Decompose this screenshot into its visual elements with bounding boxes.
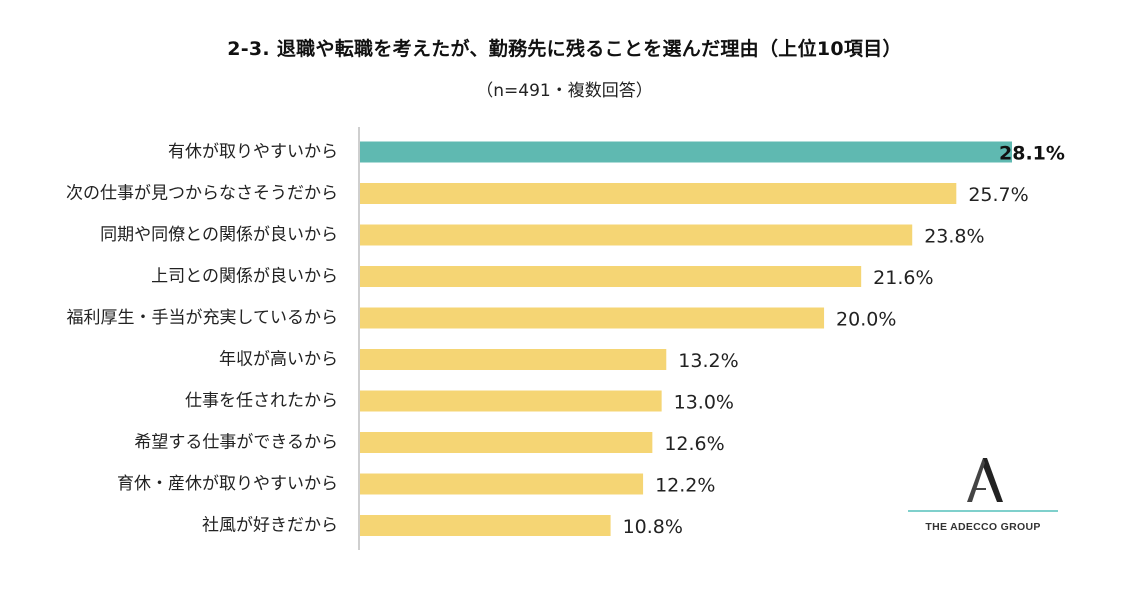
company-logo: THE ADECCO GROUP: [908, 458, 1058, 538]
category-label: 希望する仕事ができるから: [134, 433, 338, 453]
category-label: 上司との関係が良いから: [151, 267, 338, 287]
category-label: 有休が取りやすいから: [168, 142, 338, 162]
category-label: 社風が好きだから: [202, 516, 338, 536]
logo-divider: [908, 510, 1058, 512]
category-label: 育休・産休が取りやすいから: [117, 474, 338, 494]
bar: [360, 515, 611, 536]
value-label: 21.6%: [873, 267, 933, 289]
category-label: 年収が高いから: [219, 350, 338, 370]
bar: [360, 390, 662, 412]
value-label: 20.0%: [836, 309, 896, 331]
bar: [360, 141, 1012, 163]
value-label: 23.8%: [924, 226, 984, 248]
bar: [360, 349, 667, 370]
bar: [360, 183, 957, 204]
value-label: 10.8%: [623, 516, 683, 538]
adecco-a-icon: [967, 458, 1003, 502]
bar: [360, 432, 653, 453]
value-label: 25.7%: [968, 184, 1028, 206]
bar: [360, 224, 913, 246]
value-label: 12.2%: [655, 475, 715, 497]
value-label: 12.6%: [664, 433, 724, 455]
value-label: 13.2%: [678, 350, 738, 372]
bar: [360, 307, 825, 329]
value-label: 13.0%: [674, 392, 734, 414]
bar: [360, 473, 644, 495]
value-label: 28.1%: [999, 143, 1065, 165]
bar: [360, 266, 862, 287]
category-label: 同期や同僚との関係が良いから: [100, 225, 338, 245]
category-label: 福利厚生・手当が充実しているから: [67, 308, 339, 328]
category-label: 次の仕事が見つからなさそうだから: [66, 184, 338, 204]
chart-title: 2-3. 退職や転職を考えたが、勤務先に残ることを選んだ理由（上位10項目）: [227, 38, 902, 60]
category-label: 仕事を任されたから: [185, 391, 338, 411]
logo-text: THE ADECCO GROUP: [925, 521, 1041, 533]
chart-subtitle: （n=491・複数回答）: [476, 81, 653, 101]
